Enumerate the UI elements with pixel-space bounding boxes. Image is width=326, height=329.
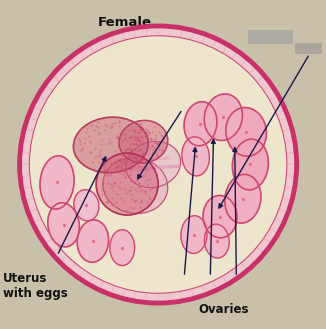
Circle shape — [29, 36, 287, 293]
Ellipse shape — [203, 195, 237, 238]
Ellipse shape — [119, 120, 168, 163]
Ellipse shape — [48, 203, 79, 247]
Text: Ovaries: Ovaries — [198, 303, 248, 316]
Text: Uterus
with eggs: Uterus with eggs — [3, 272, 68, 300]
Ellipse shape — [96, 153, 158, 215]
Ellipse shape — [74, 190, 99, 221]
Ellipse shape — [226, 108, 266, 156]
Ellipse shape — [181, 216, 207, 253]
Circle shape — [20, 26, 297, 303]
Ellipse shape — [40, 156, 74, 209]
Ellipse shape — [77, 220, 109, 262]
Ellipse shape — [184, 102, 217, 146]
Ellipse shape — [73, 117, 148, 173]
Ellipse shape — [103, 158, 168, 214]
Ellipse shape — [232, 139, 268, 190]
Ellipse shape — [204, 224, 229, 258]
Text: Female: Female — [98, 16, 152, 29]
Bar — [248, 30, 293, 44]
Ellipse shape — [110, 230, 135, 266]
Ellipse shape — [182, 137, 209, 176]
Ellipse shape — [126, 141, 181, 188]
Bar — [295, 43, 322, 54]
Ellipse shape — [225, 174, 261, 223]
Ellipse shape — [204, 94, 243, 140]
